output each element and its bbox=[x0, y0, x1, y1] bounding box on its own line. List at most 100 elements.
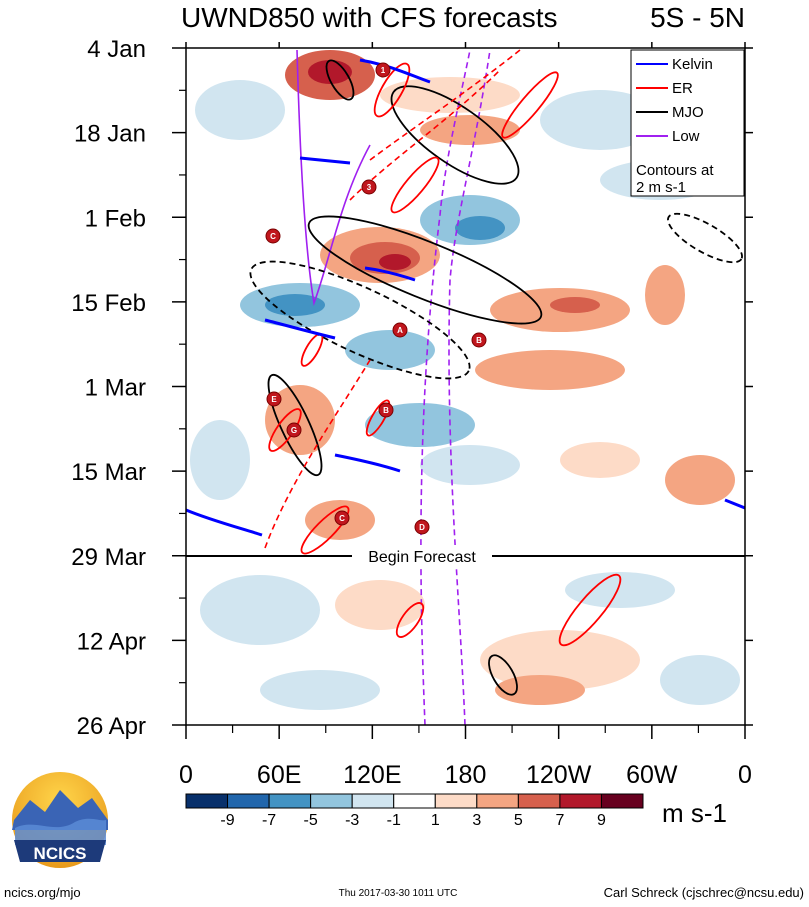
anomaly-patch bbox=[475, 350, 625, 390]
footer-author: Carl Schreck (cjschrec@ncsu.edu) bbox=[604, 885, 804, 900]
anomaly-patch bbox=[200, 575, 320, 645]
colorbar-box bbox=[268, 793, 312, 809]
colorbar-box bbox=[476, 793, 519, 809]
kelvin-contour bbox=[364, 266, 416, 282]
y-tick-label: 26 Apr bbox=[77, 713, 146, 740]
er-contour bbox=[558, 573, 622, 647]
anomaly-patch bbox=[345, 330, 435, 370]
colorbar-label: -5 bbox=[304, 812, 318, 829]
storm-marker-label: D bbox=[419, 523, 425, 532]
anomaly-patch bbox=[420, 445, 520, 485]
anomaly-patch bbox=[550, 297, 600, 313]
storm-marker-label: B bbox=[383, 406, 389, 415]
colorbar-label: 7 bbox=[555, 812, 564, 829]
kelvin-contour bbox=[724, 498, 745, 510]
colorbar-box bbox=[434, 793, 478, 809]
anomaly-patch bbox=[660, 655, 740, 705]
wind-anomaly-field bbox=[190, 50, 740, 710]
anomaly-patch bbox=[335, 580, 425, 630]
er-contour bbox=[365, 399, 391, 437]
anomaly-patch bbox=[195, 80, 285, 140]
colorbar-box bbox=[185, 793, 229, 809]
anomaly-patch bbox=[190, 420, 250, 500]
anomaly-patch bbox=[365, 403, 475, 447]
footer-timestamp: Thu 2017-03-30 1011 UTC bbox=[339, 888, 458, 899]
colorbar-label: 1 bbox=[431, 812, 440, 829]
colorbar-label: 3 bbox=[472, 812, 481, 829]
kelvin-contour bbox=[299, 156, 351, 165]
low-contour bbox=[296, 49, 371, 307]
y-tick-label: 12 Apr bbox=[77, 628, 146, 655]
legend: Kelvin ER MJO Low Contours at 2 m s-1 bbox=[630, 49, 745, 197]
kelvin-contour bbox=[264, 318, 336, 340]
mjo-contour bbox=[667, 212, 743, 264]
colorbar-label: -7 bbox=[262, 812, 276, 829]
anomaly-patch bbox=[560, 442, 640, 478]
region-label: 5S - 5N bbox=[650, 2, 745, 33]
anomaly-patch bbox=[420, 115, 520, 145]
x-tick-label: 0 bbox=[738, 761, 752, 789]
forecast-label-bg bbox=[352, 545, 492, 567]
logo-band bbox=[14, 840, 106, 862]
ncics-logo: NCICS bbox=[12, 772, 108, 868]
legend-label: ER bbox=[672, 80, 693, 97]
colorbar-box bbox=[227, 793, 270, 809]
er-contour bbox=[501, 71, 559, 139]
colorbar-label: -9 bbox=[220, 812, 234, 829]
storm-marker bbox=[471, 332, 487, 348]
x-tick-label: 120E bbox=[343, 761, 401, 789]
colorbar-box bbox=[559, 793, 602, 809]
wave-contours bbox=[186, 49, 745, 725]
colorbar-box bbox=[351, 793, 395, 809]
storm-marker-label: G bbox=[291, 426, 297, 435]
mjo-contour bbox=[267, 373, 323, 477]
colorbar-label: 9 bbox=[597, 812, 606, 829]
er-contour bbox=[395, 602, 425, 638]
anomaly-patch bbox=[480, 630, 640, 690]
footer-website: ncics.org/mjo bbox=[4, 885, 81, 900]
low-contour bbox=[420, 49, 471, 725]
storm-marker-label: A bbox=[397, 326, 403, 335]
kelvin-contour bbox=[186, 508, 263, 537]
storm-marker bbox=[286, 422, 302, 438]
x-tick-label: 180 bbox=[445, 761, 487, 789]
storm-marker-label: E bbox=[271, 395, 277, 404]
er-contour bbox=[264, 359, 371, 549]
anomaly-patch bbox=[565, 572, 675, 608]
kelvin-contour bbox=[359, 58, 431, 84]
legend-note-line1: Contours at bbox=[636, 162, 714, 179]
y-tick-label: 1 Feb bbox=[85, 205, 146, 232]
anomaly-patch bbox=[665, 455, 735, 505]
chart-title: UWND850 with CFS forecasts bbox=[181, 2, 558, 33]
legend-label: Low bbox=[672, 128, 700, 145]
kelvin-contour bbox=[334, 453, 401, 473]
mjo-contour bbox=[488, 654, 518, 696]
x-tick-label: 60E bbox=[257, 761, 301, 789]
y-tick-label: 15 Feb bbox=[71, 290, 146, 317]
anomaly-patch bbox=[265, 294, 325, 316]
colorbar-box bbox=[310, 793, 353, 809]
x-tick-label: 120W bbox=[526, 761, 592, 789]
anomaly-patch bbox=[495, 675, 585, 705]
storm-marker-label: B bbox=[476, 336, 482, 345]
storm-marker bbox=[334, 510, 350, 526]
storm-marker bbox=[375, 62, 391, 78]
x-tick-label: 0 bbox=[179, 761, 193, 789]
y-tick-label: 18 Jan bbox=[74, 121, 146, 148]
colorbar-label: -1 bbox=[387, 812, 401, 829]
colorbar-box bbox=[600, 793, 644, 809]
logo-text: NCICS bbox=[34, 844, 87, 863]
anomaly-patch bbox=[540, 90, 660, 150]
storm-marker bbox=[414, 519, 430, 535]
storm-marker bbox=[378, 402, 394, 418]
y-tick-label: 4 Jan bbox=[87, 36, 146, 63]
colorbar-units: m s-1 bbox=[662, 798, 727, 828]
er-contour bbox=[390, 156, 440, 214]
storm-marker bbox=[361, 179, 377, 195]
storm-marker bbox=[266, 391, 282, 407]
storm-markers: 1 3 C A B E G B C D bbox=[265, 62, 487, 535]
storm-marker-label: 3 bbox=[367, 183, 372, 192]
storm-marker-label: C bbox=[339, 514, 345, 523]
legend-note-line2: 2 m s-1 bbox=[636, 179, 686, 196]
